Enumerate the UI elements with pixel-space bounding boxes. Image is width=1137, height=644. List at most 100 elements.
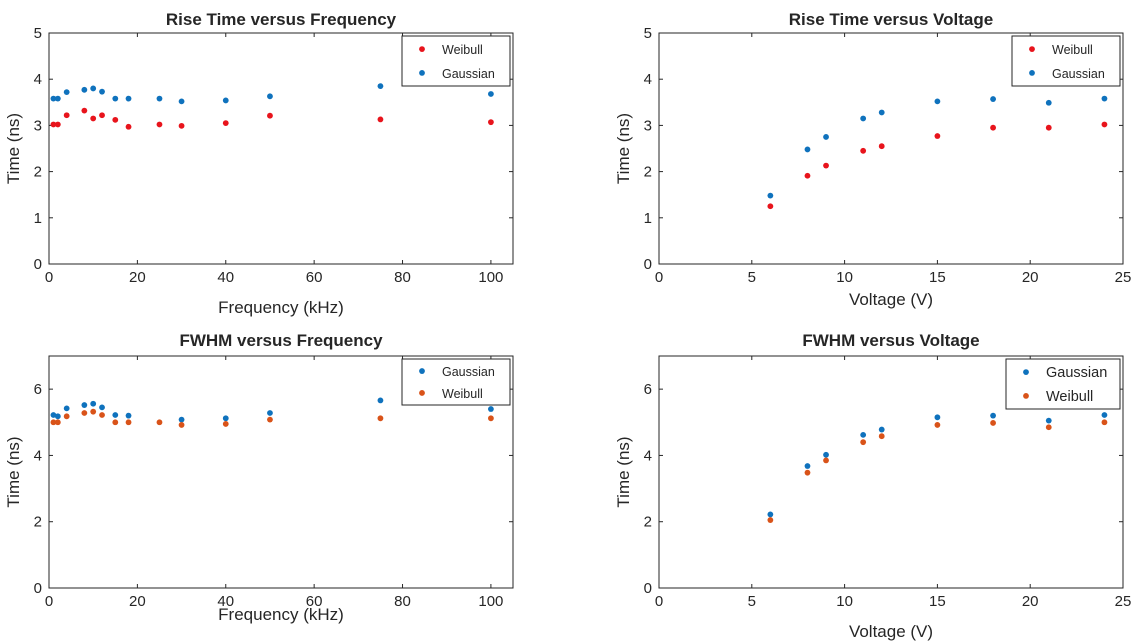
x-tick-label: 15 <box>929 593 946 610</box>
data-point <box>50 419 57 426</box>
legend-entry-label: Weibull <box>1046 389 1093 405</box>
x-tick-label: 15 <box>929 269 946 286</box>
x-tick-label: 20 <box>1022 269 1039 286</box>
y-tick-label: 6 <box>34 381 42 398</box>
chart-panel-4: 0 5 10 15 20 25 0 2 4 6 FWHM versus Voltage Voltage… <box>614 331 1131 641</box>
x-tick-label: 40 <box>217 269 234 286</box>
y-tick-label: 5 <box>34 25 42 42</box>
data-point <box>81 107 88 114</box>
data-point <box>990 96 996 102</box>
data-point <box>934 414 941 421</box>
data-point <box>112 116 119 123</box>
data-point <box>990 124 996 131</box>
legend-entry-label: Weibull <box>442 387 483 401</box>
data-point <box>823 457 829 464</box>
y-axis-label: Time (ns) <box>4 436 23 507</box>
data-point <box>54 121 61 128</box>
chart-title: FWHM versus Frequency <box>179 331 383 350</box>
x-tick-label: 0 <box>45 269 53 286</box>
series-gaussian <box>50 397 494 423</box>
data-point <box>90 85 97 92</box>
data-point <box>1045 124 1052 131</box>
series-gaussian <box>767 412 1108 518</box>
chart-title: FWHM versus Voltage <box>802 331 979 350</box>
data-point <box>156 121 163 128</box>
data-point <box>878 433 885 440</box>
data-point <box>267 416 273 423</box>
data-point <box>1045 424 1052 431</box>
data-point <box>54 419 61 426</box>
y-tick-label: 3 <box>644 117 652 134</box>
data-point <box>63 405 70 412</box>
data-point <box>767 203 774 210</box>
data-point <box>804 146 811 153</box>
legend: Weibull Gaussian <box>1011 35 1121 87</box>
x-tick-label: 20 <box>129 269 146 286</box>
data-point <box>90 400 97 407</box>
y-tick-label: 0 <box>644 580 652 597</box>
x-tick-label: 25 <box>1115 269 1132 286</box>
x-tick-label: 0 <box>655 593 663 610</box>
y-axis-label: Time (ns) <box>4 113 23 184</box>
chart-panel-3: 0 20 40 60 80 100 0 2 4 6 FWHM versus Frequency Fre… <box>4 331 514 624</box>
y-axis-label: Time (ns) <box>614 113 633 184</box>
legend-marker <box>1023 393 1029 399</box>
data-point <box>1045 417 1052 424</box>
data-point <box>267 112 273 119</box>
data-point <box>878 109 885 116</box>
data-point <box>222 120 229 126</box>
data-point <box>1101 419 1108 426</box>
data-point <box>178 422 185 428</box>
x-tick-label: 5 <box>748 269 756 286</box>
data-point <box>804 469 811 476</box>
y-tick-label: 0 <box>644 256 652 273</box>
data-point <box>860 147 867 154</box>
y-tick-label: 0 <box>34 256 42 273</box>
data-point <box>1045 99 1052 106</box>
y-tick-label: 5 <box>644 25 652 42</box>
legend-marker <box>419 368 425 374</box>
legend: Gaussian Weibull <box>401 358 511 406</box>
data-point <box>99 112 105 119</box>
chart-title: Rise Time versus Frequency <box>166 10 397 29</box>
legend-marker <box>1023 369 1029 375</box>
data-point <box>54 413 61 420</box>
data-point <box>99 404 105 411</box>
x-tick-label: 20 <box>129 593 146 610</box>
data-point <box>934 133 941 139</box>
legend-marker <box>1029 70 1035 76</box>
legend-marker <box>419 390 425 396</box>
x-tick-label: 60 <box>306 593 323 610</box>
x-tick-label: 80 <box>394 593 411 610</box>
data-point <box>222 421 229 427</box>
legend-entry-label: Gaussian <box>442 67 495 81</box>
y-tick-label: 4 <box>34 71 42 88</box>
chart-panel-1: 0 20 40 60 80 100 0 1 2 3 4 5 Rise Time versus Frequ… <box>4 10 514 317</box>
y-tick-label: 2 <box>644 164 652 181</box>
data-point <box>1101 95 1108 102</box>
y-tick-label: 4 <box>644 71 652 88</box>
data-point <box>767 192 774 199</box>
data-point <box>99 88 105 95</box>
data-point <box>156 419 163 426</box>
data-point <box>267 93 273 100</box>
x-axis-label: Frequency (kHz) <box>218 298 344 317</box>
series-gaussian <box>767 95 1108 199</box>
x-tick-label: 0 <box>655 269 663 286</box>
legend-entry-label: Gaussian <box>442 365 495 379</box>
x-tick-label: 5 <box>748 593 756 610</box>
legend-box <box>1005 358 1121 410</box>
data-point <box>222 97 229 104</box>
data-point <box>823 451 829 458</box>
series-gaussian <box>50 83 494 105</box>
data-point <box>112 419 119 426</box>
x-tick-label: 80 <box>394 269 411 286</box>
data-point <box>63 413 70 420</box>
legend-entry-label: Gaussian <box>1046 365 1107 381</box>
y-tick-label: 2 <box>34 164 42 181</box>
data-point <box>990 420 996 426</box>
data-point <box>934 422 941 428</box>
series-weibull <box>767 121 1108 210</box>
chart-title: Rise Time versus Voltage <box>789 10 993 29</box>
y-tick-label: 1 <box>644 210 652 227</box>
